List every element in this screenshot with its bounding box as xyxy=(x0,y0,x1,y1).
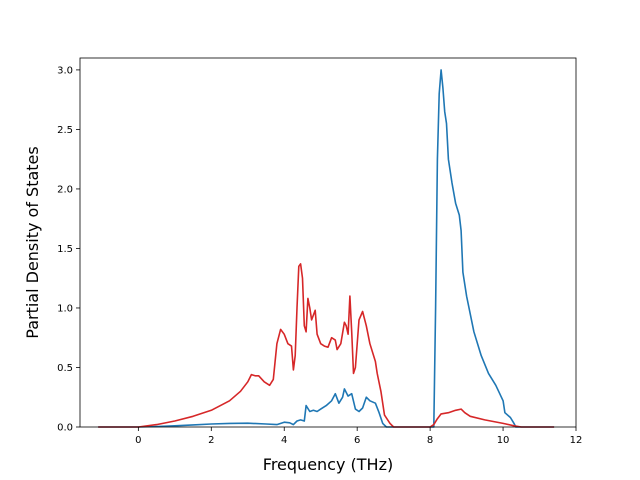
series-line-1 xyxy=(98,69,555,428)
y-tick-label: 1.0 xyxy=(57,303,73,314)
x-tick-label: 8 xyxy=(427,435,433,446)
y-axis-label: Partial Density of States xyxy=(23,146,42,338)
series-layer xyxy=(98,69,555,428)
x-tick-label: 2 xyxy=(208,435,214,446)
x-tick-label: 6 xyxy=(354,435,360,446)
y-tick-label: 3.0 xyxy=(57,65,73,76)
ticks-layer: 0 2 4 6 8 10 12 0.0 0.5 1.0 1.5 2.0 2.5 3.0 xyxy=(57,65,582,446)
y-tick-label: 0.0 xyxy=(57,423,73,434)
y-tick-label: 2.0 xyxy=(57,184,73,195)
y-tick-label: 0.5 xyxy=(57,363,73,374)
plot-frame xyxy=(79,57,577,428)
x-axis-label: Frequency (THz) xyxy=(263,455,393,474)
x-tick-label: 12 xyxy=(570,435,583,446)
x-tick-label: 4 xyxy=(281,435,287,446)
x-tick-label: 0 xyxy=(135,435,141,446)
y-tick-label: 2.5 xyxy=(57,125,73,136)
y-tick-label: 1.5 xyxy=(57,244,73,255)
x-tick-label: 10 xyxy=(497,435,510,446)
series-line-2 xyxy=(98,263,555,428)
